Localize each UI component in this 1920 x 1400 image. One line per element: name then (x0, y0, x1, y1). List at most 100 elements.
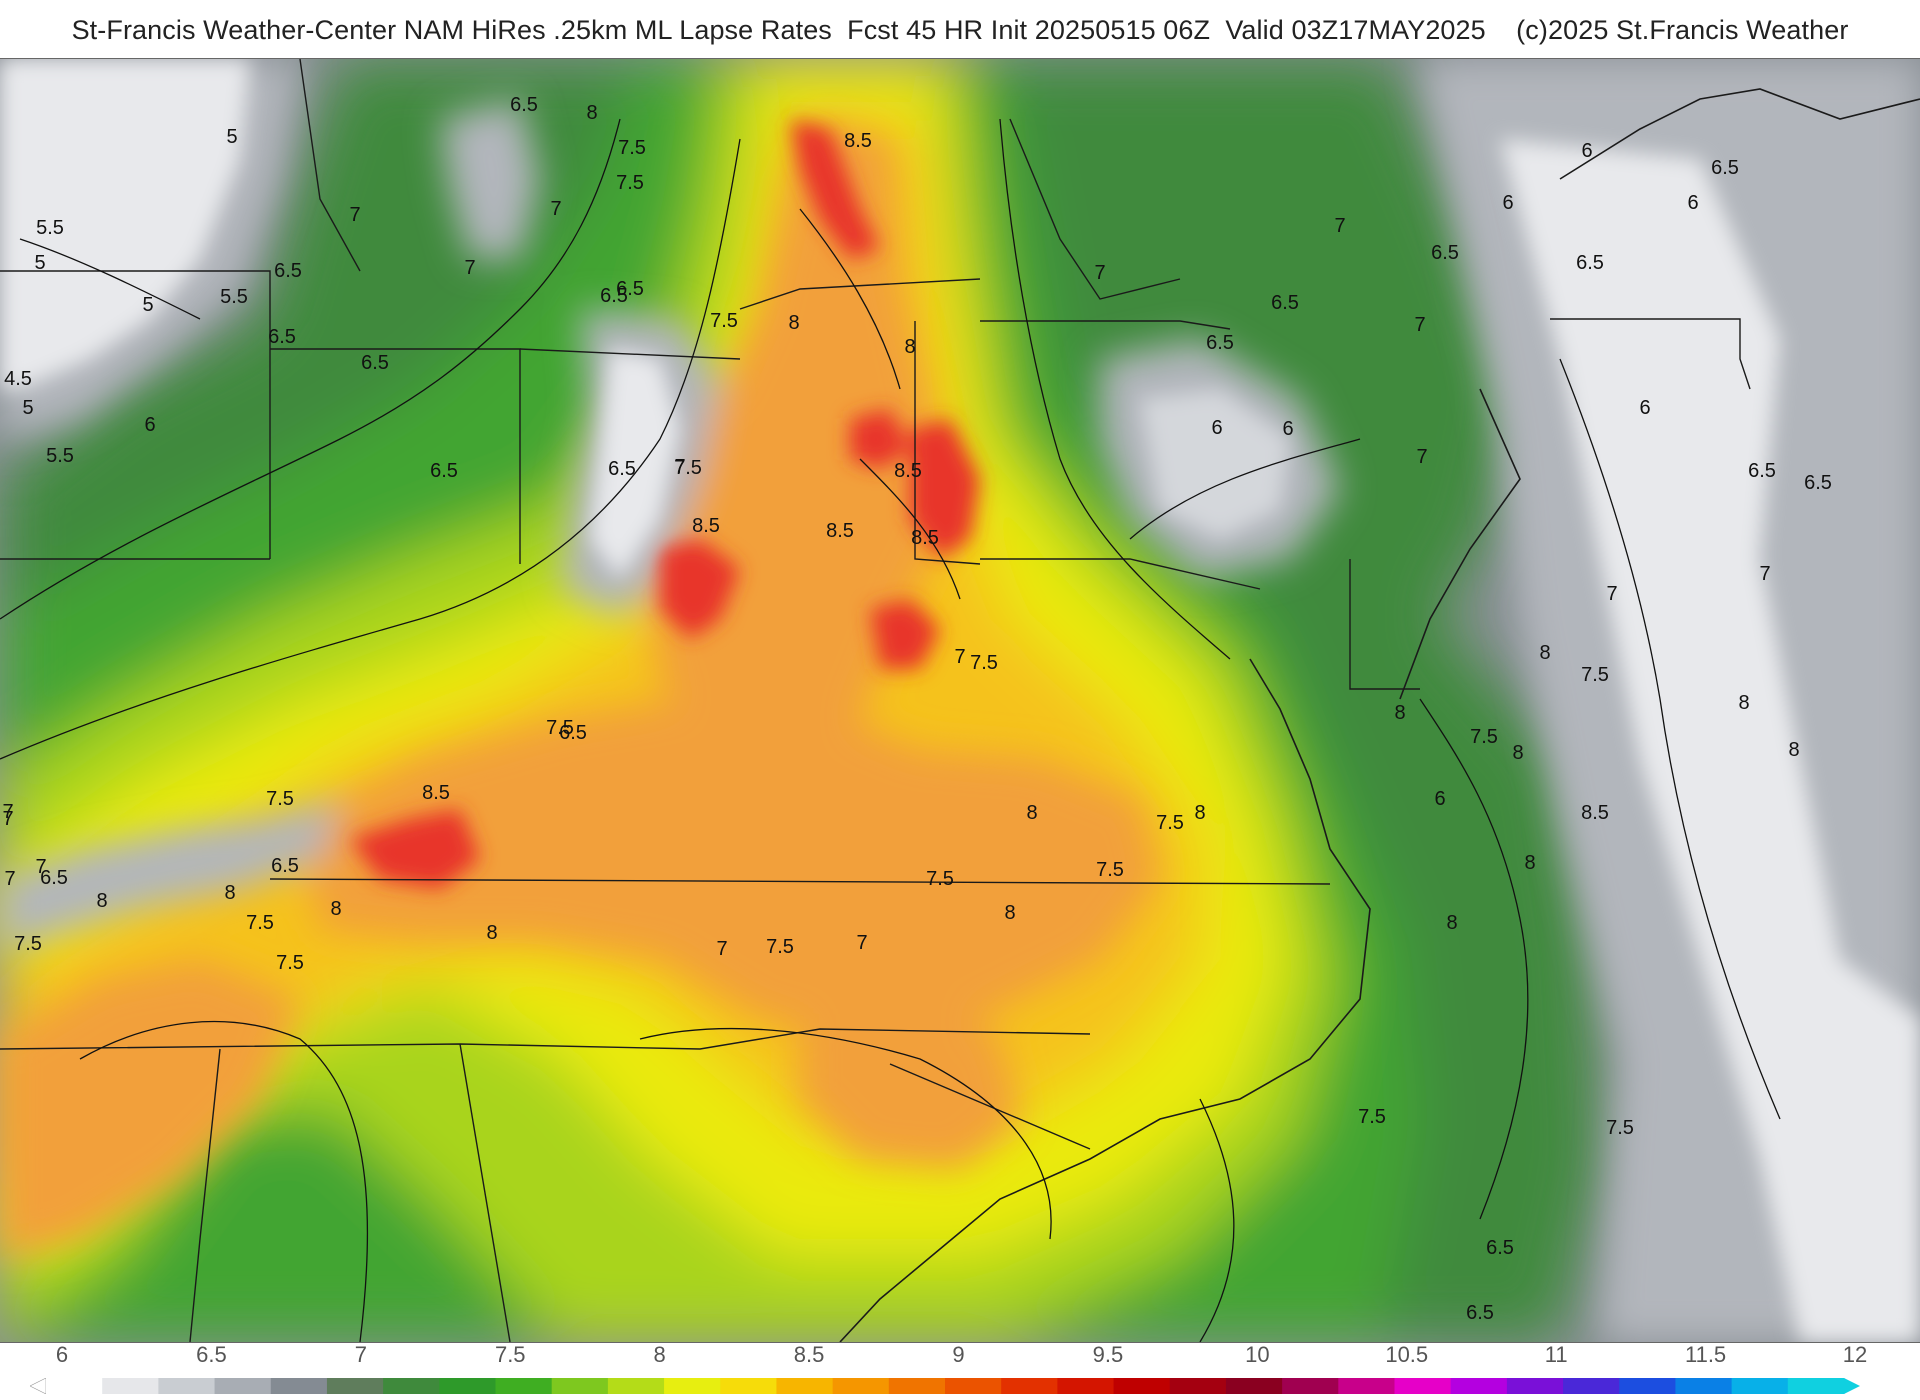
colorbar-swatch (383, 1378, 440, 1394)
contour-value-label: 5.5 (36, 217, 64, 239)
contour-value-label: 7.5 (674, 457, 702, 479)
contour-value-label: 8.5 (692, 515, 720, 537)
colorbar-swatch (1450, 1378, 1508, 1394)
colorbar-tick-label: 11.5 (1684, 1342, 1727, 1367)
contour-value-label: 7 (4, 868, 15, 890)
contour-value-label: 6.5 (1576, 252, 1604, 274)
contour-lines (0, 118, 1781, 1342)
colorbar-tick-label: 11 (1544, 1342, 1568, 1367)
contour-value-label: 8 (1512, 742, 1523, 764)
contour-value-label: 6.5 (361, 352, 389, 374)
colorbar-swatch (1506, 1378, 1564, 1394)
contour-value-label: 6 (1687, 192, 1698, 214)
colorbar-swatch (439, 1378, 496, 1394)
contour-value-label: 8.5 (894, 460, 922, 482)
colorbar-swatch (720, 1378, 777, 1394)
contour-value-label: 6.5 (1748, 460, 1776, 482)
contour-value-label: 7.5 (1581, 664, 1609, 686)
white-central-north (1140, 389, 1290, 539)
contour-value-label: 7 (716, 938, 727, 960)
contour-value-label: 6.5 (616, 278, 644, 300)
colorbar-swatch (1001, 1378, 1058, 1394)
coastline (839, 658, 1371, 1342)
contour-value-label: 7.5 (926, 868, 954, 890)
contour-value-label: 7 (1094, 262, 1105, 284)
contour-line (999, 118, 1231, 660)
contour-value-label: 6.5 (1804, 472, 1832, 494)
contour-value-label: 5 (142, 294, 153, 316)
contour-value-label: 7 (2, 808, 13, 830)
contour-value-label: 6.5 (510, 94, 538, 116)
contour-value-label: 7 (464, 257, 475, 279)
contour-value-label: 8 (1004, 902, 1015, 924)
contour-value-label: 7.5 (766, 936, 794, 958)
colorbar-tick-label: 8.5 (793, 1342, 825, 1367)
contour-label-layer: 8.587.56.555.5577.576.55.556.576.54.5565… (0, 59, 1832, 1324)
contour-value-label: 8 (788, 312, 799, 334)
white-mountain-streak (590, 349, 680, 579)
colorbar-swatch (1057, 1378, 1115, 1394)
boundary-lines (0, 59, 1920, 1342)
contour-value-label: 8.5 (911, 527, 939, 549)
colorbar-tick-label: 7 (354, 1342, 367, 1367)
contour-value-label: 5 (34, 252, 45, 274)
colorbar-swatch (1563, 1378, 1620, 1394)
contour-value-label: 8 (96, 890, 107, 912)
contour-value-label: 7 (674, 456, 685, 478)
colorbar-swatch (1675, 1378, 1733, 1394)
contour-value-label: 6 (1502, 192, 1513, 214)
contour-value-label: 7 (1606, 583, 1617, 605)
contour-value-label: 4.5 (4, 368, 32, 390)
contour-value-label: 6 (1211, 417, 1222, 439)
colorbar-swatch (495, 1378, 553, 1394)
colorbar-tick-label: 9.5 (1092, 1342, 1124, 1367)
state-border (189, 1048, 221, 1342)
contour-value-label: 5.5 (46, 445, 74, 467)
colorbar-tick-label: 8 (653, 1342, 666, 1367)
contour-line (1129, 438, 1361, 540)
state-border (1349, 559, 1420, 690)
colorbar-swatch (270, 1378, 328, 1394)
contour-value-label: 7 (1416, 446, 1427, 468)
colorbar-swatch (158, 1378, 216, 1394)
colorbar-swatch (1338, 1378, 1395, 1394)
colorbar-tick-label: 9 (952, 1342, 965, 1367)
contour-value-label: 7 (954, 646, 965, 668)
contour-value-label: 7.5 (970, 652, 998, 674)
contour-value-label: 8.5 (826, 520, 854, 542)
contour-value-label: 7.5 (246, 912, 274, 934)
contour-value-label: 8 (330, 898, 341, 920)
colorbar-swatch (1619, 1378, 1676, 1394)
contour-value-label: 7.5 (276, 952, 304, 974)
contour-value-label: 7 (856, 932, 867, 954)
contour-value-label: 8 (486, 922, 497, 944)
contour-value-label: 6.5 (1431, 242, 1459, 264)
map-title: St-Francis Weather-Center NAM HiRes .25k… (71, 14, 1849, 45)
contour-value-label: 8 (904, 336, 915, 358)
contour-line (1419, 698, 1529, 1220)
contour-value-label: 8 (586, 102, 597, 124)
contour-line (79, 1020, 369, 1342)
colorbar-swatch (326, 1378, 384, 1394)
contour-value-label: 6.5 (1486, 1237, 1514, 1259)
contour-line (1559, 358, 1781, 1120)
contour-line (0, 118, 621, 620)
lapse-rate-map: 8.587.56.555.5577.576.55.556.576.54.5565… (0, 59, 1920, 1342)
colorbar-swatch (214, 1378, 272, 1394)
colorbar-swatch (102, 1378, 159, 1394)
contour-value-label: 5.5 (220, 286, 248, 308)
colorbar-max-arrow (1844, 1378, 1860, 1394)
colorbar-swatch (945, 1378, 1002, 1394)
state-border (980, 558, 1261, 590)
contour-line (1199, 1098, 1235, 1342)
colorbar-swatch (46, 1378, 103, 1394)
red-core-east (870, 599, 940, 669)
gray-western-streak (0, 799, 340, 949)
contour-value-label: 8.5 (844, 130, 872, 152)
state-border (1550, 318, 1751, 390)
white-east (1500, 139, 1920, 1342)
contour-value-label: 6.5 (268, 326, 296, 348)
contour-value-label: 8 (1194, 802, 1205, 824)
red-core-ridge (910, 419, 980, 559)
shading-layers (0, 59, 1920, 1342)
